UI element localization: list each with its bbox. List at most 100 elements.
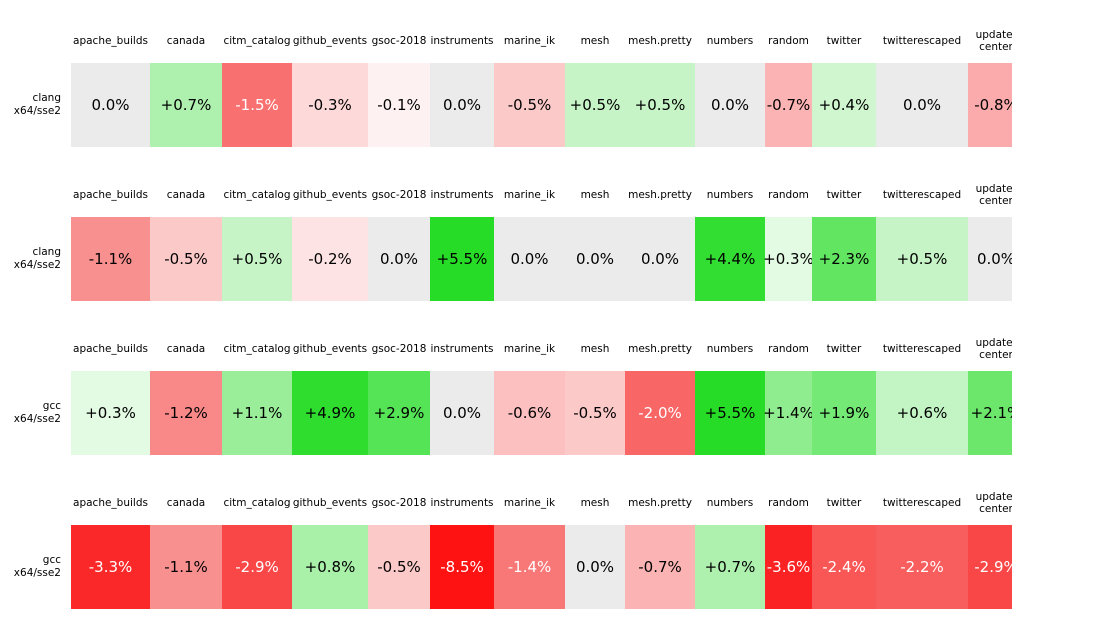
- row-label-arch: x64/sse2: [13, 413, 61, 425]
- heatmap-cell: +1.1%: [222, 371, 292, 455]
- column-header: citm_catalog: [222, 27, 292, 55]
- heatmap-cell: -2.9%: [222, 525, 292, 609]
- column-header: github_events: [292, 181, 368, 209]
- row-label-arch: x64/sse2: [13, 567, 61, 579]
- row-label-compiler: clang: [32, 246, 61, 258]
- column-header: canada: [150, 181, 222, 209]
- column-header-label: canada: [166, 343, 206, 355]
- heatmap-row: -3.3% -1.1% -2.9% +0.8% -0.5% -8.5% -1.4% 0.0% -…: [71, 525, 1012, 609]
- row-label: gcc x64/sse2: [0, 371, 64, 455]
- column-header-label: twitter: [826, 35, 862, 47]
- column-header: citm_catalog: [222, 335, 292, 363]
- column-header-row: apache_builds canada citm_catalog github_ev…: [71, 27, 1012, 55]
- column-header: twitter: [812, 489, 876, 517]
- column-header-label: mesh: [580, 35, 610, 47]
- heatmap-cell: +0.5%: [565, 63, 625, 147]
- column-header: numbers: [695, 181, 765, 209]
- column-header: twitter: [812, 27, 876, 55]
- heatmap-cell: 0.0%: [565, 217, 625, 301]
- heatmap-cell: -0.8%: [968, 63, 1012, 147]
- heatmap-cell: +0.6%: [876, 371, 968, 455]
- heatmap-cell: -8.5%: [430, 525, 494, 609]
- heatmap-section-3: apache_builds canada citm_catalog github_ev…: [0, 335, 1012, 457]
- column-header: apache_builds: [71, 27, 150, 55]
- heatmap-cell: -1.1%: [71, 217, 150, 301]
- column-header-label: gsoc-2018: [371, 497, 427, 509]
- column-header-row: apache_builds canada citm_catalog github_ev…: [71, 489, 1012, 517]
- column-header: instruments: [430, 27, 494, 55]
- heatmap-cell: +4.9%: [292, 371, 368, 455]
- row-label: clang x64/sse2: [0, 63, 64, 147]
- column-header: numbers: [695, 335, 765, 363]
- column-header: random: [765, 181, 812, 209]
- column-header: mesh: [565, 489, 625, 517]
- column-header: citm_catalog: [222, 489, 292, 517]
- column-header: numbers: [695, 489, 765, 517]
- column-header-label: update- center: [975, 491, 1012, 515]
- column-header: random: [765, 27, 812, 55]
- heatmap-cell: +5.5%: [695, 371, 765, 455]
- column-header-label: numbers: [706, 497, 754, 509]
- column-header: instruments: [430, 489, 494, 517]
- column-header-label: citm_catalog: [223, 189, 291, 201]
- heatmap-cell: -0.5%: [565, 371, 625, 455]
- column-header: marine_ik: [494, 27, 565, 55]
- column-header: canada: [150, 335, 222, 363]
- heatmap-cell: +0.3%: [763, 217, 814, 301]
- column-header-label: numbers: [706, 35, 754, 47]
- row-label-arch: x64/sse2: [13, 259, 61, 271]
- column-header-label: instruments: [430, 497, 494, 509]
- column-header: twitter: [812, 335, 876, 363]
- column-header-label: gsoc-2018: [371, 189, 427, 201]
- column-header-row: apache_builds canada citm_catalog github_ev…: [71, 335, 1012, 363]
- column-header-label: apache_builds: [73, 343, 148, 355]
- column-header-label: marine_ik: [503, 35, 556, 47]
- heatmap-cell: -1.5%: [222, 63, 292, 147]
- heatmap-cell: +0.3%: [71, 371, 150, 455]
- heatmap-cell: -3.6%: [765, 525, 812, 609]
- column-header: mesh: [565, 181, 625, 209]
- column-header: citm_catalog: [222, 181, 292, 209]
- column-header-label: update- center: [975, 183, 1012, 207]
- column-header: mesh.pretty: [625, 335, 695, 363]
- heatmap-cell: +0.7%: [695, 525, 765, 609]
- column-header-label: canada: [166, 189, 206, 201]
- column-header-label: instruments: [430, 343, 494, 355]
- heatmap-cell: 0.0%: [565, 525, 625, 609]
- column-header-label: github_events: [292, 343, 368, 355]
- heatmap-cell: +4.4%: [695, 217, 765, 301]
- column-header-label: twitterescaped: [882, 497, 962, 509]
- heatmap-cell: +2.9%: [368, 371, 430, 455]
- column-header: update- center: [968, 335, 1012, 363]
- column-header-label: gsoc-2018: [371, 35, 427, 47]
- column-header: marine_ik: [494, 489, 565, 517]
- row-label-compiler: clang: [32, 92, 61, 104]
- column-header-label: gsoc-2018: [371, 343, 427, 355]
- column-header: gsoc-2018: [368, 181, 430, 209]
- column-header-label: canada: [166, 497, 206, 509]
- heatmap-cell: 0.0%: [368, 217, 430, 301]
- column-header: github_events: [292, 27, 368, 55]
- column-header: apache_builds: [71, 181, 150, 209]
- column-header-label: apache_builds: [73, 189, 148, 201]
- column-header: mesh.pretty: [625, 27, 695, 55]
- column-header-label: mesh.pretty: [628, 497, 692, 509]
- column-header-label: random: [768, 189, 809, 201]
- column-header-label: random: [768, 497, 809, 509]
- heatmap-cell: -0.3%: [292, 63, 368, 147]
- heatmap-cell: -0.7%: [765, 63, 812, 147]
- column-header: numbers: [695, 27, 765, 55]
- column-header: random: [765, 489, 812, 517]
- column-header-label: marine_ik: [503, 343, 556, 355]
- heatmap-cell: -2.2%: [876, 525, 968, 609]
- column-header: twitter: [812, 181, 876, 209]
- heatmap-cell: -1.4%: [494, 525, 565, 609]
- heatmap-cell: +0.8%: [292, 525, 368, 609]
- column-header: twitterescaped: [876, 181, 968, 209]
- column-header: twitterescaped: [876, 489, 968, 517]
- heatmap-cell: +0.5%: [876, 217, 968, 301]
- column-header-label: marine_ik: [503, 189, 556, 201]
- heatmap-cell: +2.3%: [812, 217, 876, 301]
- heatmap-cell: -0.5%: [494, 63, 565, 147]
